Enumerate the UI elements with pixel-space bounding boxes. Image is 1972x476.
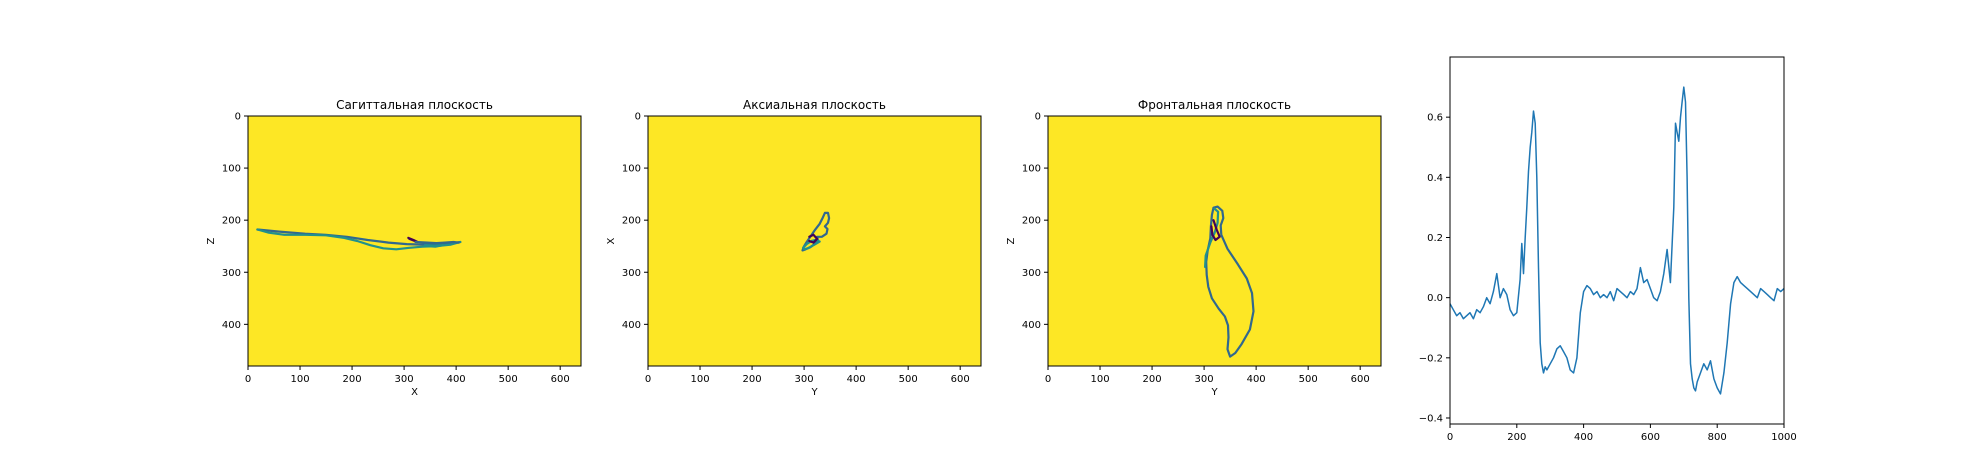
contour-line [802,238,821,251]
x-tick-label: 200 [1143,374,1162,385]
panel-4: 0 200 400 600 800 1000 −0.4 −0.2 0.0 0.2 0.4 0.6 [1419,56,1797,443]
x-tick-label: 500 [499,374,518,385]
x-tick-label: 400 [447,374,466,385]
y-tick-label: −0.2 [1419,353,1443,364]
x-axis-label: Y [1210,387,1218,398]
axes-frame [247,115,582,367]
x-tick-label: 500 [899,374,918,385]
x-tick-label: 800 [1708,432,1727,443]
axes-frame [1047,115,1382,367]
y-tick-label: 400 [622,320,641,331]
series-line [1449,86,1785,395]
contour-line [808,233,819,244]
y-tick-label: 300 [1022,268,1041,279]
x-tick-label: 0 [1447,432,1453,443]
contour-line [1210,219,1221,242]
y-tick-label: 300 [622,268,641,279]
x-tick-label: 600 [951,374,970,385]
panel-1: 0 100 200 300 400 500 600 0 100 200 300 400 Сагиттал… [206,98,582,398]
y-tick-label: 0.6 [1427,113,1443,124]
contour-line [1205,205,1255,358]
panel-3: 0 100 200 300 400 500 600 0 100 200 300 400 Фронталь… [1006,98,1382,398]
x-tick-label: 300 [1195,374,1214,385]
y-axis-label: Z [1006,237,1017,244]
x-tick-label: 0 [245,374,251,385]
x-tick-label: 500 [1299,374,1318,385]
y-tick-label: 200 [1022,216,1041,227]
contour-line [414,240,460,245]
contour-line [423,244,445,248]
panel-2: 0 100 200 300 400 500 600 0 100 200 300 400 Аксиальн… [606,98,982,398]
image-background [1048,116,1381,366]
x-tick-label: 600 [1641,432,1660,443]
x-tick-label: 600 [551,374,570,385]
y-tick-label: −0.4 [1419,413,1443,424]
y-tick-label: 0.2 [1427,233,1443,244]
x-tick-label: 400 [1247,374,1266,385]
y-tick-label: 0.0 [1427,293,1443,304]
panel-title: Аксиальная плоскость [743,98,886,112]
x-tick-label: 100 [690,374,709,385]
x-tick-label: 400 [847,374,866,385]
x-tick-label: 600 [1351,374,1370,385]
y-tick-label: 300 [222,268,241,279]
x-tick-label: 0 [645,374,651,385]
x-tick-label: 200 [343,374,362,385]
x-tick-label: 200 [743,374,762,385]
y-tick-label: 400 [222,320,241,331]
x-tick-label: 1000 [1771,432,1796,443]
x-tick-label: 300 [795,374,814,385]
y-tick-label: 0.4 [1427,173,1443,184]
axes-frame [1449,56,1785,425]
y-tick-label: 100 [622,164,641,175]
y-tick-label: 200 [222,216,241,227]
x-tick-label: 100 [290,374,309,385]
y-axis-label: X [606,237,617,244]
y-tick-label: 0 [635,112,641,123]
x-axis-label: Y [810,387,818,398]
y-axis-label: Z [206,237,217,244]
y-tick-label: 100 [1022,164,1041,175]
x-tick-label: 100 [1090,374,1109,385]
x-tick-label: 400 [1574,432,1593,443]
axes-frame [647,115,982,367]
contour-line [1204,207,1220,269]
y-tick-label: 0 [235,112,241,123]
x-tick-label: 200 [1507,432,1526,443]
y-tick-label: 100 [222,164,241,175]
panel-title: Сагиттальная плоскость [336,98,493,112]
x-tick-label: 300 [395,374,414,385]
panel-title: Фронтальная плоскость [1138,98,1291,112]
y-tick-label: 0 [1035,112,1041,123]
y-tick-label: 200 [622,216,641,227]
x-tick-label: 0 [1045,374,1051,385]
y-tick-label: 400 [1022,320,1041,331]
x-axis-label: X [411,387,418,398]
